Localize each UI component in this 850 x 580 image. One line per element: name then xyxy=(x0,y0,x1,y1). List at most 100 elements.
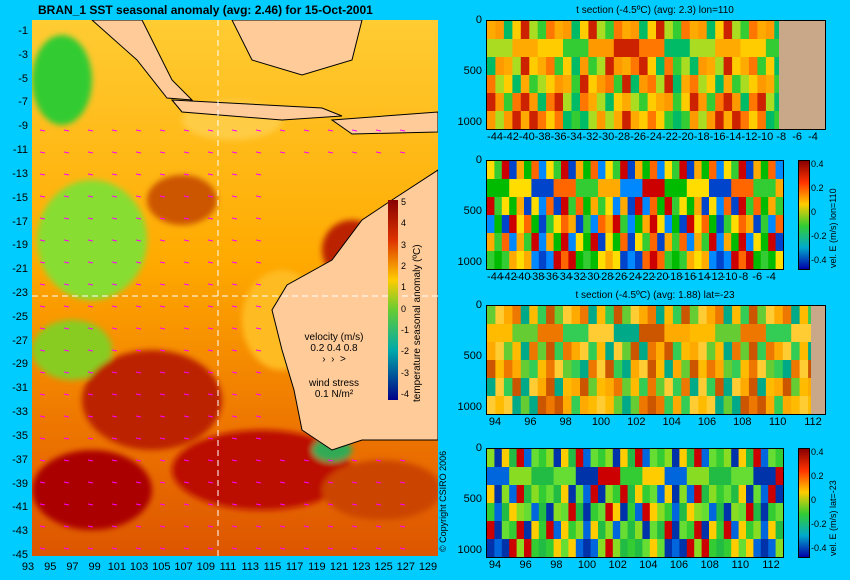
land-borneo xyxy=(231,20,363,76)
heatmap-cell xyxy=(679,197,688,216)
heatmap-cell xyxy=(520,378,530,397)
velocity-vector xyxy=(183,151,190,154)
heatmap-cell xyxy=(686,485,695,504)
heatmap-cell xyxy=(679,449,688,468)
velocity-vector xyxy=(207,503,214,506)
map-lat-tick: -29 xyxy=(12,358,28,371)
velocity-vector xyxy=(183,481,190,484)
heatmap-cell xyxy=(568,449,577,468)
heatmap-cell xyxy=(774,324,784,343)
velocity-vector xyxy=(207,283,214,286)
velocity-vector xyxy=(375,151,382,154)
heatmap-cell xyxy=(709,233,717,252)
heatmap-cell xyxy=(647,360,657,379)
heatmap-cell xyxy=(487,197,495,216)
heatmap-cell xyxy=(538,467,547,486)
heatmap-cell xyxy=(546,197,555,216)
map-colorbar-tick: 1 xyxy=(401,282,407,293)
map-lat-tick: -39 xyxy=(12,477,28,490)
heatmap-cell xyxy=(583,233,592,252)
velocity-vector xyxy=(207,173,214,176)
heatmap-cell xyxy=(596,21,606,40)
heatmap-cell xyxy=(509,521,518,540)
heatmap-cell xyxy=(622,396,632,414)
heatmap-cell xyxy=(598,179,606,198)
velocity-vector xyxy=(159,349,166,352)
map-colorbar-tick: 3 xyxy=(401,239,407,250)
velocity-vector xyxy=(135,371,142,374)
heatmap-cell xyxy=(679,233,688,252)
heatmap-cell xyxy=(768,179,777,198)
velocity-vector xyxy=(135,173,142,176)
heatmap-cell xyxy=(723,521,732,540)
velocity-legend: velocity (m/s) 0.2 0.4 0.8 › › > xyxy=(294,332,374,365)
velocity-vector xyxy=(87,503,94,506)
heatmap-cell xyxy=(694,521,703,540)
heatmap-cell xyxy=(580,21,589,40)
heatmap-cell xyxy=(537,324,547,343)
heatmap-cell xyxy=(605,521,614,540)
section-x-tick: -42 xyxy=(500,271,517,283)
heatmap-cell xyxy=(571,396,581,414)
velocity-vector xyxy=(87,129,94,132)
heatmap-cell xyxy=(716,197,725,216)
heatmap-cell xyxy=(760,467,769,486)
heatmap-cell xyxy=(588,378,598,397)
heatmap-cell xyxy=(657,485,666,504)
velocity-vector xyxy=(63,327,70,330)
heatmap-cell xyxy=(561,521,569,540)
heatmap-cell xyxy=(487,39,496,58)
heatmap-cell xyxy=(613,75,623,94)
section-colorbar-tick: -0.4 xyxy=(811,543,827,553)
map-lon-tick: 129 xyxy=(418,561,438,573)
heatmap-cell xyxy=(656,306,665,325)
velocity-vector xyxy=(255,459,262,462)
heatmap-cell xyxy=(768,251,777,269)
heatmap-cell xyxy=(598,161,606,180)
heatmap-cell xyxy=(753,539,762,557)
heatmap-cell xyxy=(642,251,651,269)
map-lat-tick: -17 xyxy=(12,215,28,228)
heatmap-cell xyxy=(723,467,732,486)
heatmap-cell xyxy=(588,93,598,112)
heatmap-cell xyxy=(531,179,540,198)
heatmap-cell xyxy=(605,360,615,379)
heatmap-cell xyxy=(649,449,658,468)
heatmap-cell xyxy=(635,197,643,216)
heatmap-cell xyxy=(672,467,680,486)
heatmap-cell xyxy=(494,197,503,216)
section-colorbar-tick: 0.4 xyxy=(811,447,824,457)
heatmap-cell xyxy=(723,251,732,269)
heatmap-cell xyxy=(580,360,589,379)
velocity-vector xyxy=(39,371,46,374)
heatmap-cell xyxy=(715,111,725,129)
heatmap-cell xyxy=(731,521,740,540)
heatmap-cell xyxy=(760,215,769,234)
heatmap-cell xyxy=(554,342,564,361)
heatmap-cell xyxy=(553,233,562,252)
section-y-tick: 0 xyxy=(475,442,482,454)
heatmap-cell xyxy=(679,467,688,486)
heatmap-cell xyxy=(679,521,688,540)
heatmap-cell xyxy=(753,449,762,468)
section-x-tick: -28 xyxy=(597,271,614,283)
heatmap-cell xyxy=(512,324,522,343)
heatmap-cell xyxy=(732,360,741,379)
velocity-legend-title: velocity (m/s) xyxy=(304,332,364,343)
heatmap-cell xyxy=(487,215,495,234)
heatmap-cell xyxy=(731,539,740,557)
section-y-tick: 1000 xyxy=(457,401,482,413)
heatmap-cell xyxy=(554,57,564,76)
heatmap-cell xyxy=(753,467,762,486)
heatmap-cell xyxy=(774,360,784,379)
heatmap-cell xyxy=(554,396,564,414)
heatmap-cell xyxy=(694,233,703,252)
heatmap-cell xyxy=(613,39,623,58)
map-lat-tick: -21 xyxy=(12,263,28,276)
velocity-vector xyxy=(159,195,166,198)
map-lon-tick: 95 xyxy=(44,561,57,573)
heatmap-cell xyxy=(537,111,547,129)
heatmap-cell xyxy=(672,93,682,112)
section-x-tick: -32 xyxy=(582,131,599,143)
heatmap-cell xyxy=(503,378,513,397)
